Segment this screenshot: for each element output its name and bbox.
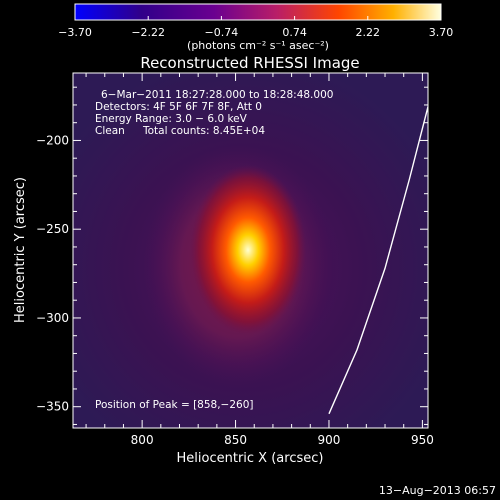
x-tick-label: 850 bbox=[224, 433, 247, 447]
x-tick-label: 950 bbox=[411, 433, 434, 447]
colorbar-tick-label: −3.70 bbox=[58, 26, 92, 39]
colorbar-tick-label: −2.22 bbox=[131, 26, 165, 39]
footer-timestamp: 13−Aug−2013 06:57 bbox=[379, 484, 496, 497]
annotation-detectors: Detectors: 4F 5F 6F 7F 8F, Att 0 bbox=[95, 101, 262, 113]
plot-frame bbox=[72, 72, 429, 429]
colorbar-tick-label: 0.74 bbox=[282, 26, 307, 39]
colorbar bbox=[75, 4, 441, 20]
colorbar-tick-label: 2.22 bbox=[356, 26, 381, 39]
annotation-counts: Total counts: 8.45E+04 bbox=[142, 125, 265, 137]
y-tick-label: −300 bbox=[36, 311, 69, 325]
colorbar-ticks: −3.70 −2.22 −0.74 0.74 2.22 3.70 bbox=[58, 16, 453, 39]
colorbar-units: (photons cm⁻² s⁻¹ asec⁻²) bbox=[187, 39, 329, 52]
x-tick-label: 900 bbox=[318, 433, 341, 447]
annotation-clean: Clean bbox=[95, 125, 125, 137]
annotation-peak: Position of Peak = [858,−260] bbox=[95, 399, 254, 411]
x-tick-label: 800 bbox=[131, 433, 154, 447]
annotation-time: 6−Mar−2011 18:27:28.000 to 18:28:48.000 bbox=[101, 89, 333, 101]
y-tick-label: −250 bbox=[36, 222, 69, 236]
chart-title: Reconstructed RHESSI Image bbox=[140, 54, 359, 72]
solar-limb-curve bbox=[328, 106, 428, 415]
source-core bbox=[190, 165, 306, 335]
x-axis-label: Heliocentric X (arcsec) bbox=[177, 451, 324, 466]
x-axis-ticks: 800 850 900 950 bbox=[85, 73, 434, 447]
y-tick-label: −350 bbox=[36, 400, 69, 414]
colorbar-tick-label: 3.70 bbox=[429, 26, 454, 39]
colorbar-tick-label: −0.74 bbox=[205, 26, 239, 39]
annotation-energy: Energy Range: 3.0 − 6.0 keV bbox=[95, 113, 248, 125]
y-axis-ticks: −200 −250 −300 −350 bbox=[36, 86, 428, 425]
y-axis-label: Heliocentric Y (arcsec) bbox=[13, 177, 28, 323]
y-tick-label: −200 bbox=[36, 133, 69, 147]
